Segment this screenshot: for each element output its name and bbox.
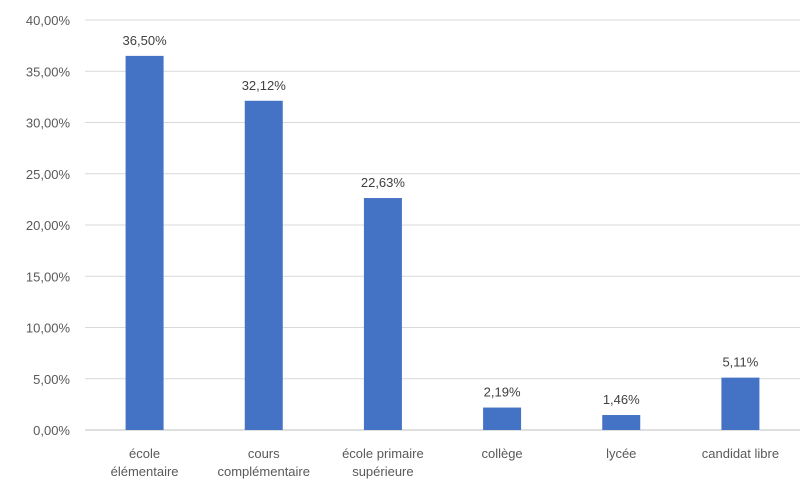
data-label: 22,63% <box>361 175 406 190</box>
category-labels: école élémentaire cours complémentaire école… <box>111 446 779 479</box>
y-tick-label: 5,00% <box>33 372 70 387</box>
data-label: 32,12% <box>242 78 287 93</box>
category-label: école <box>129 446 160 461</box>
bar <box>483 407 522 430</box>
y-tick-label: 20,00% <box>26 218 71 233</box>
bar <box>602 415 641 430</box>
gridlines <box>85 19 800 431</box>
bar <box>721 377 760 430</box>
bars <box>125 55 760 431</box>
y-tick-label: 0,00% <box>33 423 70 438</box>
category-label: école primaire <box>342 446 424 461</box>
bar <box>125 55 164 430</box>
bar <box>363 198 402 430</box>
category-label: complémentaire <box>218 464 311 479</box>
y-tick-label: 10,00% <box>26 321 71 336</box>
y-tick-label: 25,00% <box>26 167 71 182</box>
data-label: 36,50% <box>123 33 168 48</box>
y-tick-label: 40,00% <box>26 13 71 28</box>
y-axis-tick-labels: 0,00% 5,00% 10,00% 15,00% 20,00% 25,00% 30,00%… <box>26 13 71 438</box>
y-tick-label: 30,00% <box>26 116 71 131</box>
category-label: lycée <box>606 446 636 461</box>
category-label: collège <box>481 446 522 461</box>
bar <box>244 100 283 431</box>
data-label: 1,46% <box>603 392 640 407</box>
y-tick-label: 35,00% <box>26 64 71 79</box>
data-label: 5,11% <box>722 355 758 370</box>
category-label: cours <box>248 446 280 461</box>
data-label: 2,19% <box>484 385 521 400</box>
category-label: élémentaire <box>111 464 179 479</box>
data-labels: 36,50% 32,12% 22,63% 2,19% 1,46% 5,11% <box>123 33 759 407</box>
y-tick-label: 15,00% <box>26 269 71 284</box>
category-label: candidat libre <box>702 446 779 461</box>
category-label: supérieure <box>352 464 413 479</box>
